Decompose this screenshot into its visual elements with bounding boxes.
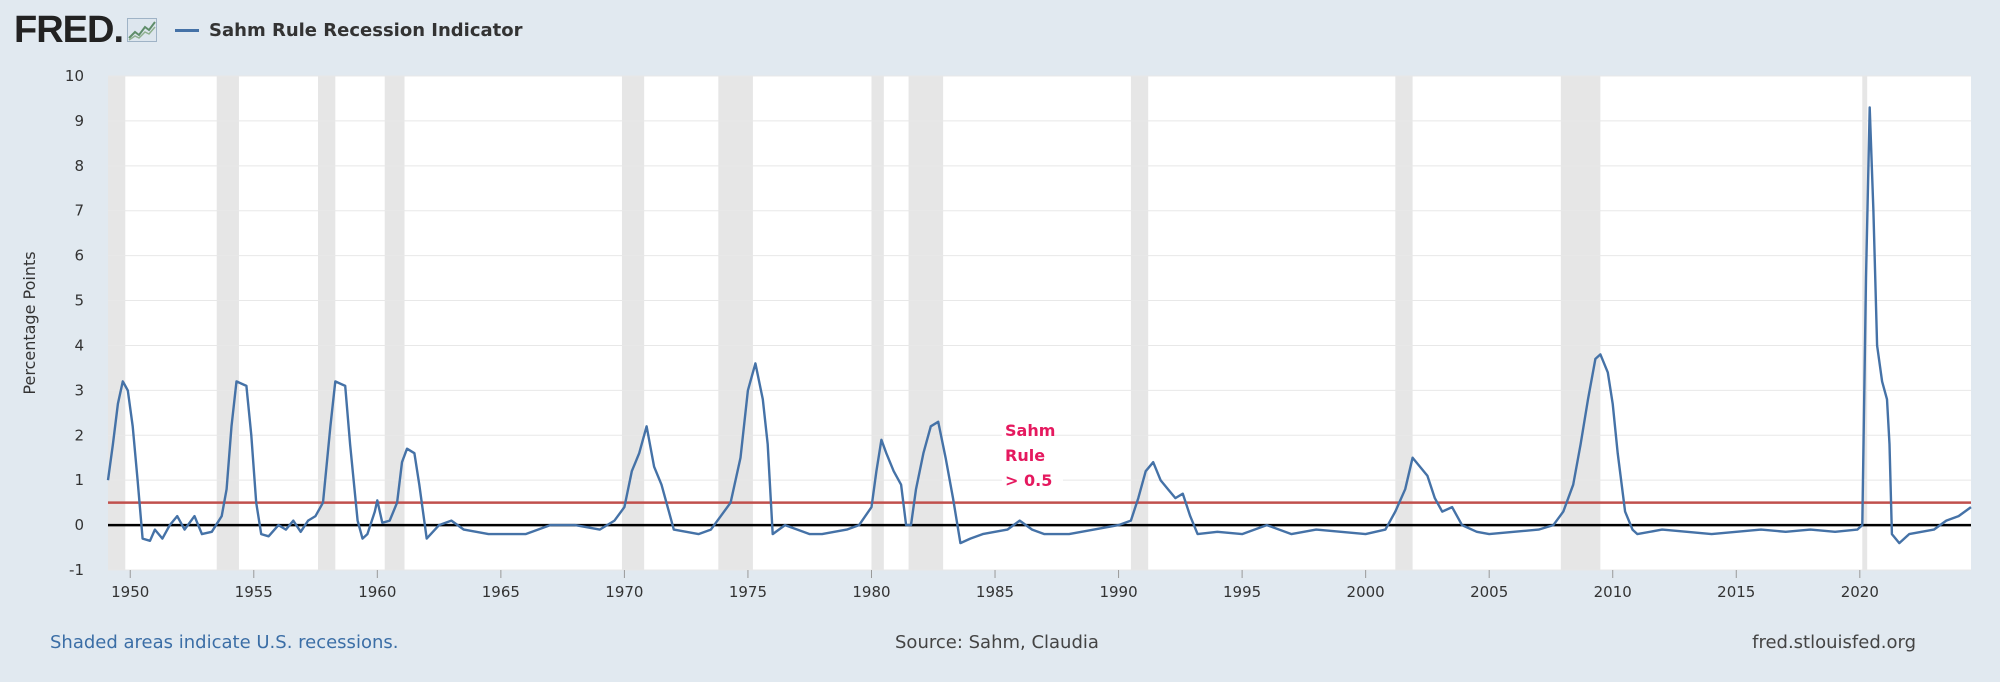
y-tick-label: 10 bbox=[65, 67, 84, 85]
fred-logo[interactable]: FRED. bbox=[14, 8, 124, 52]
y-tick-label: 9 bbox=[74, 112, 84, 130]
chart-legend: Sahm Rule Recession Indicator bbox=[175, 20, 523, 41]
legend-series-label[interactable]: Sahm Rule Recession Indicator bbox=[209, 19, 523, 41]
chart-header: FRED. Sahm Rule Recession Indicator bbox=[14, 8, 523, 52]
annotation-bg bbox=[1002, 444, 1052, 466]
x-tick-label: 2020 bbox=[1841, 583, 1879, 601]
x-tick-label: 2000 bbox=[1347, 583, 1385, 601]
y-tick-label: -1 bbox=[69, 561, 84, 579]
x-axis-ticks: 1950 1955 1960 1965 1970 1975 1980 1985 1990 1995… bbox=[111, 570, 1879, 601]
x-tick-label: 2010 bbox=[1594, 583, 1632, 601]
y-axis-ticks: -1 0 1 2 3 4 5 6 7 8 9 10 bbox=[65, 67, 84, 579]
x-tick-label: 1975 bbox=[729, 583, 767, 601]
x-tick-label: 1980 bbox=[852, 583, 890, 601]
recession-band-3 bbox=[384, 76, 405, 570]
recession-band-10 bbox=[1560, 76, 1601, 570]
y-tick-label: 2 bbox=[74, 426, 84, 444]
recession-band-1 bbox=[216, 76, 239, 570]
series-line[interactable] bbox=[106, 106, 1972, 545]
x-tick-label: 1960 bbox=[358, 583, 396, 601]
y-axis-label: Percentage Points bbox=[20, 251, 39, 394]
recession-band-0 bbox=[108, 76, 126, 570]
x-tick-label: 1990 bbox=[1099, 583, 1137, 601]
annotation-line-2: > 0.5 bbox=[1005, 471, 1052, 490]
x-tick-label: 1995 bbox=[1223, 583, 1261, 601]
legend-swatch bbox=[175, 28, 200, 32]
x-tick-label: 2015 bbox=[1717, 583, 1755, 601]
y-tick-label: 4 bbox=[74, 336, 84, 354]
x-tick-label: 1985 bbox=[976, 583, 1014, 601]
y-tick-label: 6 bbox=[74, 247, 84, 265]
x-tick-label: 1970 bbox=[605, 583, 643, 601]
recession-note[interactable]: Shaded areas indicate U.S. recessions. bbox=[50, 632, 399, 653]
x-tick-label: 1965 bbox=[482, 583, 520, 601]
y-tick-label: 5 bbox=[74, 292, 84, 310]
annotation-bg bbox=[1002, 469, 1063, 491]
annotation-line-0: Sahm bbox=[1005, 421, 1055, 440]
y-tick-label: 3 bbox=[74, 381, 84, 399]
y-tick-label: 0 bbox=[74, 516, 84, 534]
source-text: Source: Sahm, Claudia bbox=[895, 632, 1099, 653]
fred-url[interactable]: fred.stlouisfed.org bbox=[1752, 632, 1916, 653]
recession-shading bbox=[108, 76, 1868, 570]
y-tick-label: 1 bbox=[74, 471, 84, 489]
recession-band-7 bbox=[908, 76, 944, 570]
recession-band-5 bbox=[718, 76, 753, 570]
annotation-bg bbox=[1002, 419, 1052, 441]
recession-band-4 bbox=[621, 76, 645, 570]
recession-band-8 bbox=[1130, 76, 1149, 570]
x-tick-label: 1955 bbox=[235, 583, 273, 601]
x-tick-label: 1950 bbox=[111, 583, 149, 601]
x-tick-label: 2005 bbox=[1470, 583, 1508, 601]
fred-logo-dot: . bbox=[113, 8, 124, 51]
y-tick-label: 8 bbox=[74, 157, 84, 175]
y-tick-label: 7 bbox=[74, 202, 84, 220]
fred-logo-text: FRED bbox=[14, 8, 114, 51]
sahm-rule-annotation: Sahm Rule > 0.5 bbox=[1002, 419, 1063, 491]
recession-band-9 bbox=[1395, 76, 1413, 570]
annotation-line-1: Rule bbox=[1005, 446, 1045, 465]
recession-band-2 bbox=[318, 76, 336, 570]
reference-lines bbox=[108, 501, 1971, 527]
fred-graph-icon bbox=[127, 18, 158, 42]
